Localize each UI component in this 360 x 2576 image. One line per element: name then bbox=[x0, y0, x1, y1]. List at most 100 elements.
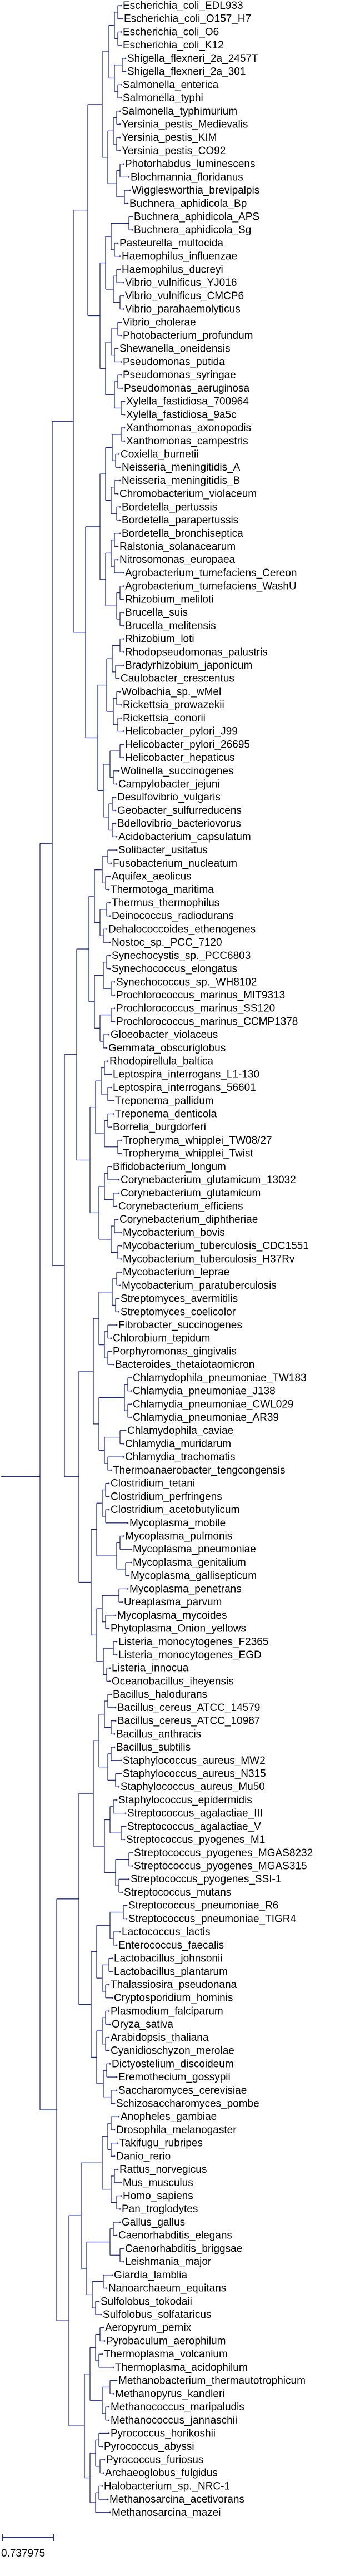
leaf-label: Corynebacterium_efficiens bbox=[118, 1201, 243, 1213]
leaf-label: Corynebacterium_glutamicum_13032 bbox=[121, 1174, 296, 1186]
leaf-label: Streptococcus_pyogenes_MGAS315 bbox=[134, 1861, 307, 1872]
leaf-label: Yersinia_pestis_CO92 bbox=[122, 145, 226, 157]
leaf-label: Chlamydophila_pneumoniae_TW183 bbox=[133, 1372, 307, 1384]
leaf-label: Neisseria_meningitidis_B bbox=[122, 475, 240, 487]
leaf-label: Escherichia_coli_O157_H7 bbox=[124, 13, 251, 25]
leaf-label: Mycobacterium_tuberculosis_CDC1551 bbox=[123, 1240, 309, 1252]
leaf-label: Clostridium_tetani bbox=[111, 1478, 195, 1490]
leaf-label: Yersinia_pestis_Medievalis bbox=[122, 118, 248, 130]
leaf-label: Rhodopseudomonas_palustris bbox=[125, 646, 268, 658]
leaf-label: Eremothecium_gossypii bbox=[118, 2071, 231, 2083]
leaf-label: Rattus_norvegicus bbox=[119, 2164, 207, 2175]
leaf-label: Caulobacter_crescentus bbox=[121, 673, 234, 685]
leaf-label: Yersinia_pestis_KIM bbox=[122, 132, 217, 144]
leaf-label: Mycobacterium_tuberculosis_H37Rv bbox=[123, 1253, 295, 1265]
leaf-label: Chlamydia_pneumoniae_AR39 bbox=[133, 1412, 279, 1423]
leaf-label: Porphyromonas_gingivalis bbox=[113, 1346, 237, 1357]
leaf-label: Synechocystis_sp._PCC6803 bbox=[112, 950, 251, 962]
leaf-label: Pan_troglodytes bbox=[122, 2203, 198, 2215]
leaf-label: Drosophila_melanogaster bbox=[116, 2124, 237, 2136]
leaf-label: Staphylococcus_aureus_MW2 bbox=[123, 1755, 266, 1767]
leaf-label: Rhizobium_meliloti bbox=[125, 594, 213, 605]
leaf-label: Nostoc_sp._PCC_7120 bbox=[112, 937, 222, 948]
leaf-label: Bifidobacterium_longum bbox=[113, 1161, 226, 1173]
leaf-label: Salmonella_enterica bbox=[123, 79, 219, 91]
leaf-label: Xanthomonas_axonopodis bbox=[126, 422, 251, 434]
leaf-label: Xylella_fastidiosa_700964 bbox=[126, 396, 249, 408]
leaf-label: Clostridium_perfringens bbox=[111, 1491, 222, 1502]
leaf-label: Bordetella_parapertussis bbox=[122, 515, 238, 526]
leaf-label: Solibacter_usitatus bbox=[118, 844, 208, 856]
leaf-label: Chromobacterium_violaceum bbox=[119, 488, 257, 500]
leaf-label: Danio_rerio bbox=[116, 2150, 171, 2162]
leaf-label: Mycobacterium_paratuberculosis bbox=[122, 1280, 277, 1292]
leaf-label: Leptospira_interrogans_56601 bbox=[113, 1082, 256, 1094]
leaf-label: Saccharomyces_cerevisiae bbox=[118, 2085, 247, 2097]
leaf-label: Bdellovibrio_bacteriovorus bbox=[117, 818, 241, 830]
leaf-label: Bacillus_anthracis bbox=[116, 1728, 201, 1740]
leaf-label: Rhizobium_loti bbox=[125, 634, 194, 645]
leaf-label: Leishmania_major bbox=[125, 2256, 212, 2268]
leaf-label: Lactobacillus_plantarum bbox=[114, 1966, 228, 1977]
leaf-label: Chlamydia_pneumoniae_J138 bbox=[133, 1386, 276, 1397]
leaf-label: Gemmata_obscuriglobus bbox=[108, 1042, 226, 1054]
leaf-label: Buchnera_aphidicola_APS bbox=[134, 211, 259, 223]
leaf-label: Phytoplasma_Onion_yellows bbox=[111, 1623, 246, 1635]
leaf-label: Synechococcus_sp._WH8102 bbox=[116, 976, 257, 988]
leaf-label: Pseudomonas_aeruginosa bbox=[124, 383, 249, 394]
leaf-label: Fusobacterium_nucleatum bbox=[113, 858, 237, 869]
leaf-label: Salmonella_typhimurium bbox=[122, 106, 237, 117]
leaf-label: Gallus_gallus bbox=[122, 2217, 185, 2228]
leaf-label: Helicobacter_pylori_J99 bbox=[125, 726, 238, 738]
leaf-label: Cyanidioschyzon_merolae bbox=[111, 2045, 234, 2057]
leaf-label: Lactococcus_lactis bbox=[122, 1926, 210, 1938]
leaf-label: Rickettsia_prowazekii bbox=[123, 699, 224, 711]
leaf-label: Haemophilus_influenzae bbox=[122, 251, 237, 263]
leaf-label: Neisseria_meningitidis_A bbox=[122, 462, 241, 473]
leaf-label: Enterococcus_faecalis bbox=[118, 1940, 224, 1951]
leaf-label: Shigella_flexneri_2a_301 bbox=[127, 66, 246, 78]
leaf-label: Oryza_sativa bbox=[112, 2019, 173, 2030]
leaf-label: Arabidopsis_thaliana bbox=[111, 2032, 209, 2044]
leaf-label: Cryptosporidium_hominis bbox=[114, 1992, 233, 2004]
tree-branches bbox=[1, 4, 133, 2514]
leaf-label: Vibrio_cholerae bbox=[123, 317, 196, 328]
leaf-label: Streptococcus_agalactiae_III bbox=[127, 1808, 263, 1819]
leaf-label: Nanoarchaeum_equitans bbox=[108, 2283, 226, 2295]
leaf-label: Helicobacter_hepaticus bbox=[125, 752, 235, 764]
leaf-label: Pasteurella_multocida bbox=[119, 238, 223, 249]
leaf-label: Chlamydophila_caviae bbox=[127, 1425, 233, 1437]
scale-bar: 0.737975 bbox=[1, 2534, 54, 2559]
leaf-label: Vibrio_vulnificus_YJ016 bbox=[125, 277, 237, 289]
leaf-label: Streptococcus_pneumoniae_TIGR4 bbox=[128, 1913, 296, 1925]
leaf-label: Bradyrhizobium_japonicum bbox=[125, 660, 252, 671]
leaf-label: Oceanobacillus_iheyensis bbox=[112, 1675, 234, 1687]
leaf-label: Prochlorococcus_marinus_SS120 bbox=[116, 1003, 275, 1015]
leaf-label: Salmonella_typhi bbox=[123, 92, 203, 104]
leaf-label: Prochlorococcus_marinus_MIT9313 bbox=[116, 990, 285, 1001]
leaf-label: Thalassiosira_pseudonana bbox=[111, 1979, 237, 1991]
leaf-label: Mycobacterium_bovis bbox=[123, 1227, 225, 1239]
leaf-label: Sulfolobus_tokodaii bbox=[101, 2296, 192, 2307]
leaf-label: Streptomyces_avermitilis bbox=[121, 1293, 238, 1305]
leaf-label: Mycobacterium_leprae bbox=[123, 1267, 229, 1278]
leaf-label: Thermus_thermophilus bbox=[112, 897, 219, 909]
leaf-label: Borrelia_burgdorferi bbox=[113, 1121, 206, 1133]
leaf-label: Streptococcus_pyogenes_M1 bbox=[126, 1834, 265, 1846]
leaf-label: Streptococcus_mutans bbox=[124, 1887, 231, 1898]
leaf-label: Nitrosomonas_europaea bbox=[119, 554, 236, 566]
leaf-label: Chlorobium_tepidum bbox=[113, 1333, 210, 1344]
leaf-label: Prochlorococcus_marinus_CCMP1378 bbox=[116, 1016, 298, 1027]
leaf-label: Escherichia_coli_O6 bbox=[123, 26, 219, 38]
leaf-label: Chlamydia_trachomatis bbox=[125, 1451, 236, 1463]
leaf-label: Ureaplasma_parvum bbox=[124, 1596, 222, 1608]
leaf-label: Thermotoga_maritima bbox=[111, 884, 214, 896]
leaf-label: Bacteroides_thetaiotaomicron bbox=[115, 1359, 254, 1371]
leaf-label: Vibrio_parahaemolyticus bbox=[125, 304, 241, 315]
leaf-label: Xanthomonas_campestris bbox=[126, 436, 248, 447]
leaf-label: Geobacter_sulfurreducens bbox=[117, 805, 242, 817]
leaf-label: Staphylococcus_aureus_N315 bbox=[123, 1768, 266, 1779]
leaf-label: Buchnera_aphidicola_Sg bbox=[134, 224, 251, 236]
leaf-label: Corynebacterium_diphtheriae bbox=[119, 1214, 258, 1225]
leaf-label: Thermoplasma_volcanium bbox=[104, 2348, 228, 2360]
